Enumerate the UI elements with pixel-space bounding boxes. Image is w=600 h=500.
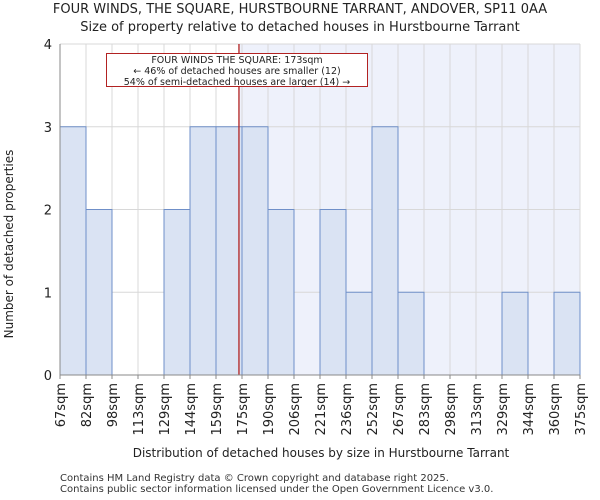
x-axis-label: Distribution of detached houses by size … (133, 446, 510, 460)
x-tick-label: 252sqm (366, 383, 381, 436)
x-tick-label: 82sqm (80, 383, 95, 427)
histogram-bar (189, 126, 217, 376)
x-tick-label: 267sqm (392, 383, 407, 436)
histogram-bar (501, 291, 529, 376)
annotation-line-3: 54% of semi-detached houses are larger (… (123, 77, 351, 88)
x-tick-label: 113sqm (132, 383, 147, 436)
x-tick-label: 375sqm (574, 383, 589, 436)
annotation-line-1: FOUR WINDS THE SQUARE: 173sqm (151, 55, 323, 66)
x-tick-label: 190sqm (262, 383, 277, 436)
x-tick-label: 283sqm (418, 383, 433, 436)
x-tick-label: 159sqm (210, 383, 225, 436)
histogram-bar (241, 126, 269, 376)
histogram-bar (85, 209, 113, 376)
histogram-bar (215, 126, 243, 376)
annotation-line-2: ← 46% of detached houses are smaller (12… (133, 66, 341, 77)
histogram-bar (345, 291, 373, 376)
footer-line-2: Contains public sector information licen… (60, 484, 494, 495)
histogram-bar (59, 126, 87, 376)
histogram-bar (371, 126, 399, 376)
marker-annotation: FOUR WINDS THE SQUARE: 173sqm ← 46% of d… (106, 53, 368, 88)
x-tick-label: 129sqm (158, 383, 173, 436)
x-tick-label: 144sqm (184, 383, 199, 436)
x-tick-label: 329sqm (496, 383, 511, 436)
histogram-bar (319, 209, 347, 376)
x-tick-label: 236sqm (340, 383, 355, 436)
chart-subtitle: Size of property relative to detached ho… (80, 20, 520, 35)
footer-line-1: Contains HM Land Registry data © Crown c… (60, 473, 449, 484)
y-tick-label: 1 (44, 286, 52, 301)
x-tick-label: 67sqm (54, 383, 69, 427)
x-tick-label: 175sqm (236, 383, 251, 436)
x-tick-label: 313sqm (470, 383, 485, 436)
y-tick-label: 0 (44, 369, 52, 384)
histogram-bar (267, 209, 295, 376)
x-tick-label: 344sqm (522, 383, 537, 436)
x-tick-label: 206sqm (288, 383, 303, 436)
x-tick-label: 221sqm (314, 383, 329, 436)
y-axis-label: Number of detached properties (2, 150, 16, 339)
x-tick-label: 98sqm (106, 383, 121, 427)
x-tick-label: 360sqm (548, 383, 563, 436)
y-tick-label: 4 (44, 38, 52, 53)
y-tick-label: 2 (44, 204, 52, 219)
chart-title: FOUR WINDS, THE SQUARE, HURSTBOURNE TARR… (52, 2, 548, 17)
x-tick-label: 298sqm (444, 383, 459, 436)
y-tick-label: 3 (44, 121, 52, 136)
histogram-bar (163, 209, 191, 376)
histogram-bar (553, 291, 581, 376)
histogram-bar (397, 291, 425, 376)
